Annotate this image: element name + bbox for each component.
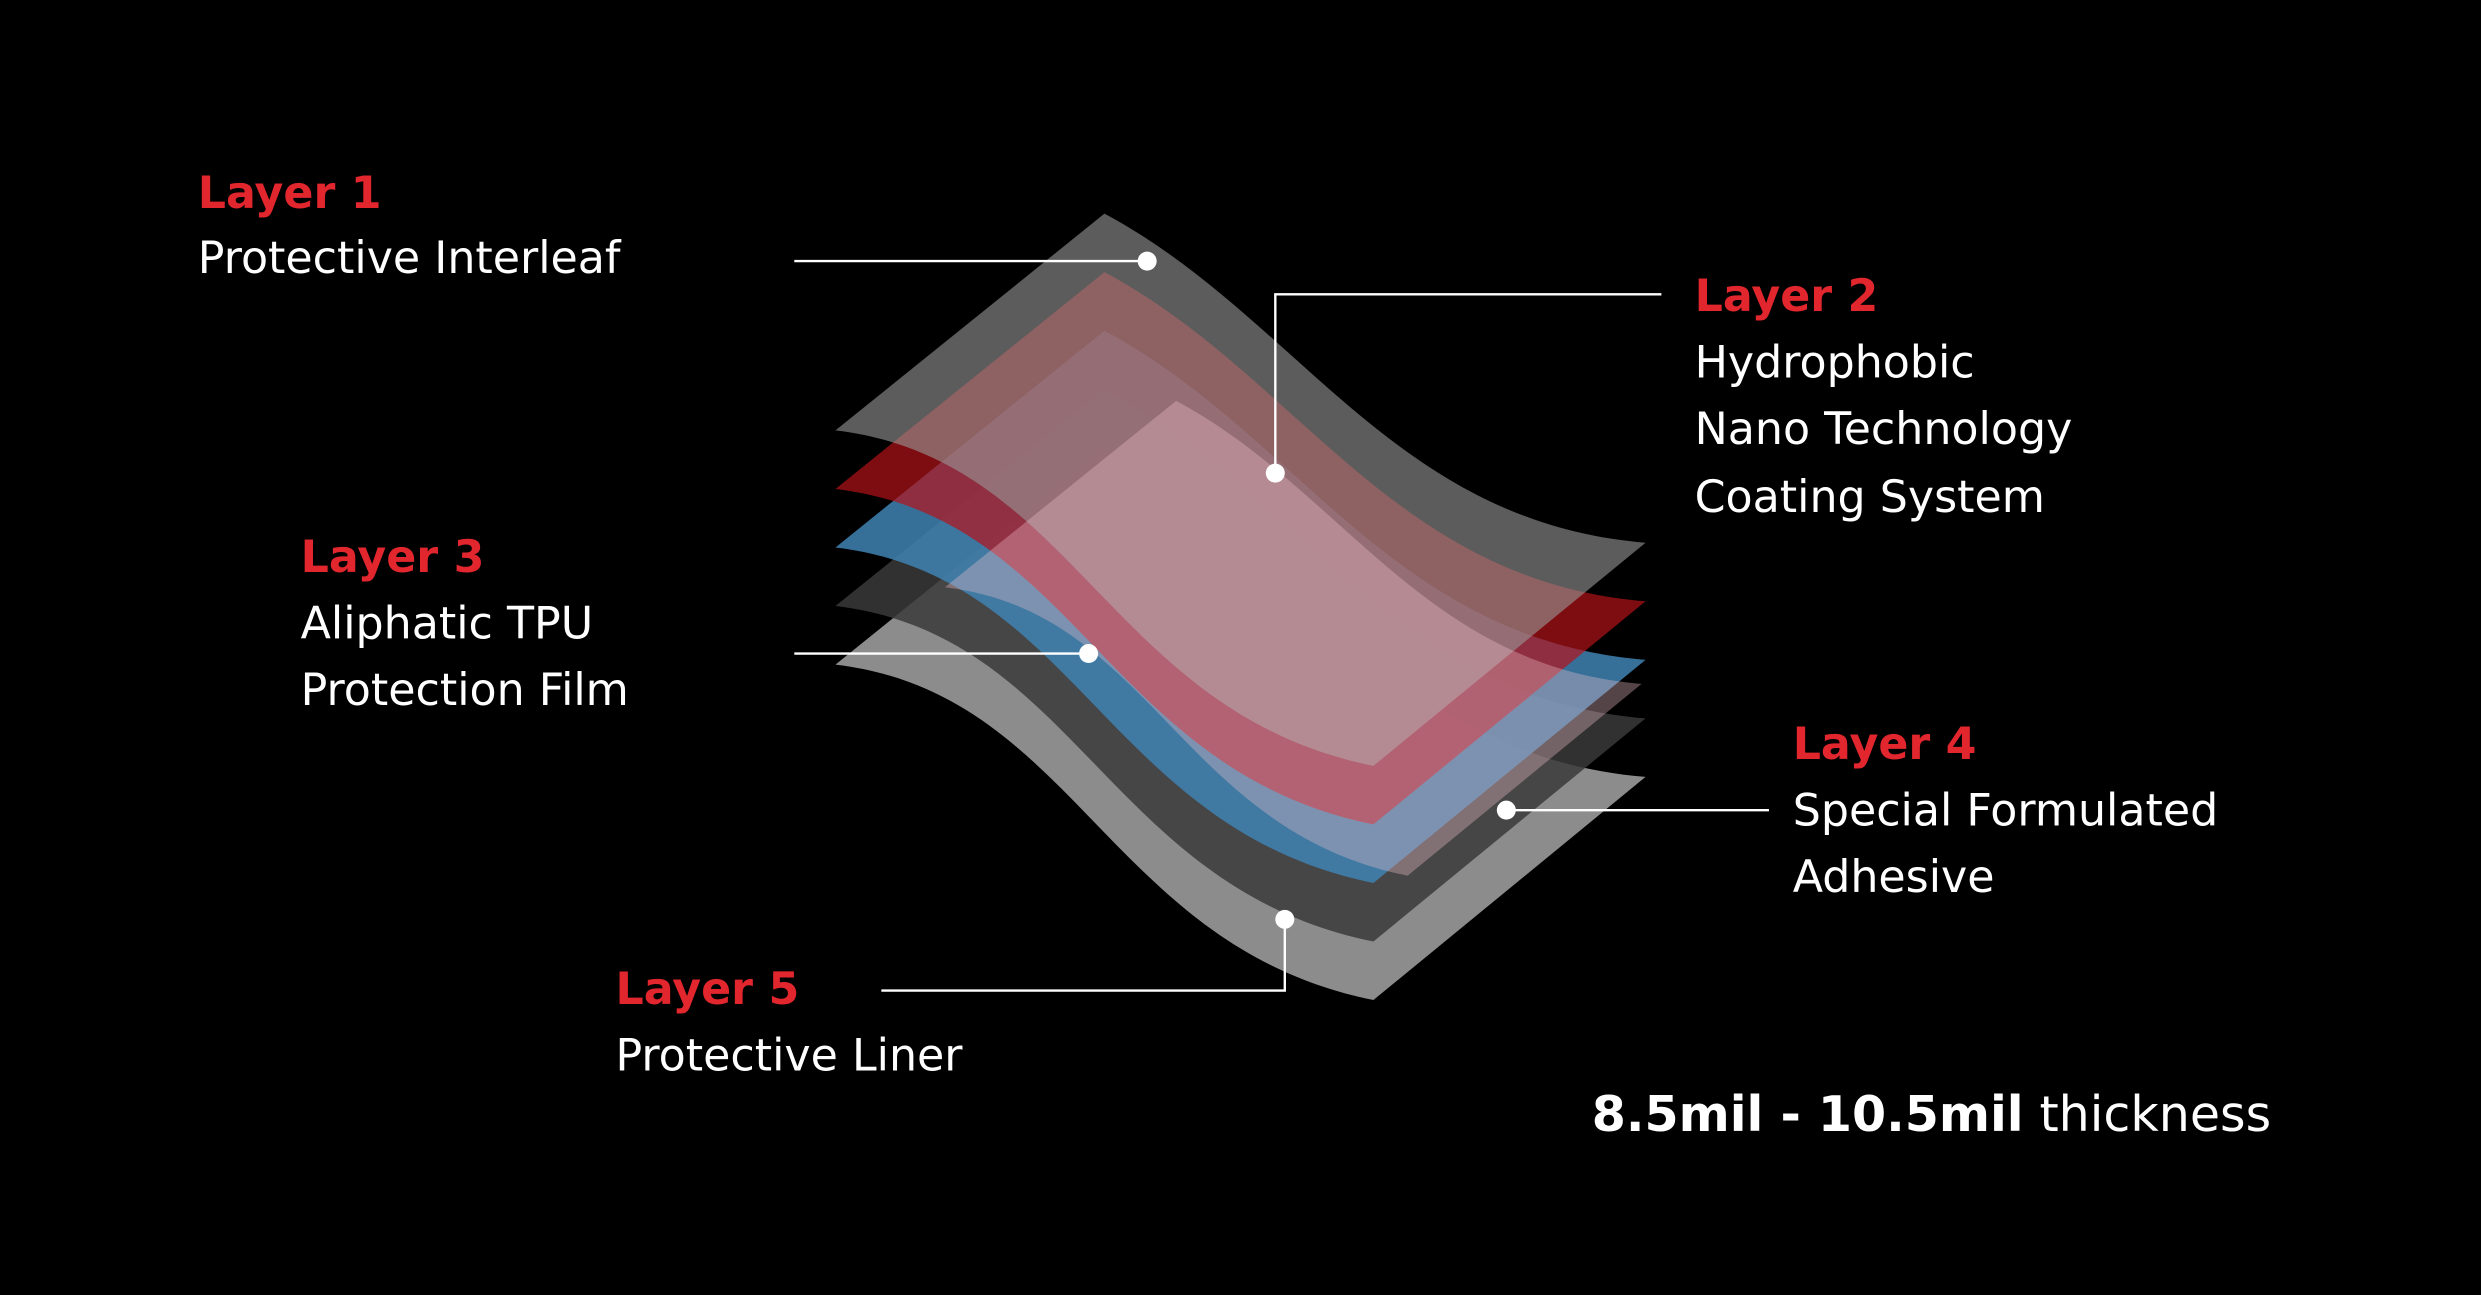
layer-description: Protection Film — [301, 665, 629, 716]
thickness: 8.5mil - 10.5mil thickness — [1592, 1085, 2271, 1143]
layer-description: Protective Liner — [616, 1031, 964, 1082]
layer-label: Layer 4 — [1793, 719, 1977, 770]
connector-dot — [1079, 644, 1099, 664]
thickness-range: 8.5mil - 10.5mil — [1592, 1085, 2024, 1143]
thickness-unit: thickness — [2039, 1085, 2271, 1143]
connector-dot — [1496, 800, 1516, 820]
layer-label: Layer 3 — [301, 532, 485, 583]
layer-description: Nano Technology — [1695, 404, 2073, 455]
connector-dot — [1265, 463, 1285, 483]
layer-description: Special Formulated — [1793, 785, 2219, 836]
connector-dot — [1275, 909, 1295, 929]
layer-description: Aliphatic TPU — [301, 599, 594, 650]
connector — [881, 919, 1286, 992]
connector — [1274, 293, 1662, 474]
layer-label: Layer 2 — [1695, 271, 1879, 322]
connector-dot — [1137, 251, 1157, 271]
layer-description: Coating System — [1695, 472, 2045, 523]
layer-label: Layer 5 — [616, 964, 800, 1015]
layer-label: Layer 1 — [198, 168, 382, 219]
layer-description: Hydrophobic — [1695, 338, 1975, 389]
layer-description: Protective Interleaf — [198, 233, 622, 284]
layer-description: Adhesive — [1793, 852, 1995, 903]
